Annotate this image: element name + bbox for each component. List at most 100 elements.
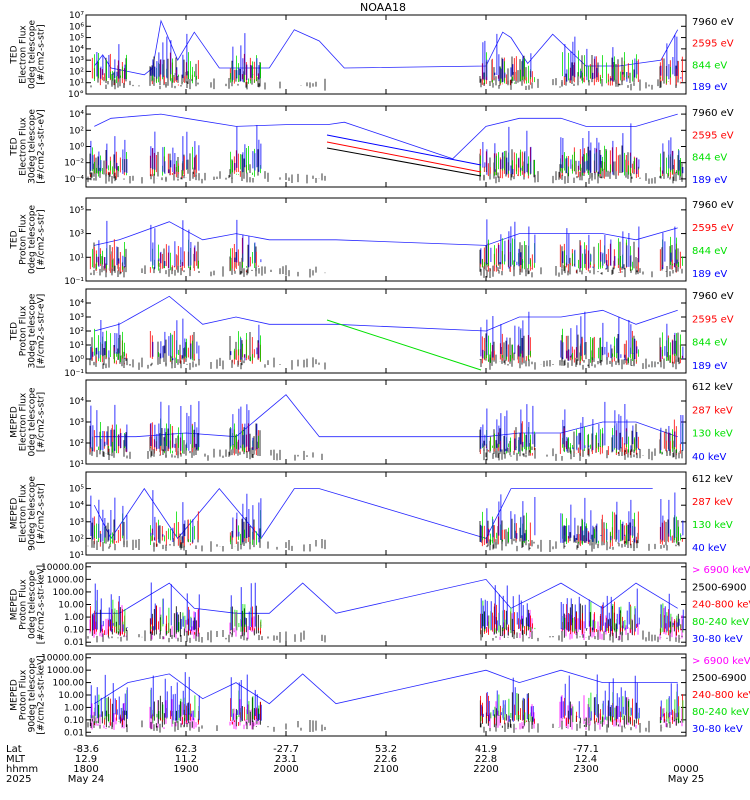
footer-mlt: 22.8 bbox=[475, 754, 497, 765]
legend-entry: 240-800 keV bbox=[692, 600, 750, 611]
y-tick-label: 10² bbox=[69, 439, 84, 449]
y-axis-label-line: TED bbox=[10, 45, 20, 64]
y-tick-label: 10² bbox=[69, 327, 84, 337]
y-axis-label-line: [#/cm2-s-str] bbox=[37, 209, 47, 269]
y-tick-label: 100.00 bbox=[53, 679, 85, 689]
panel-meped-e-90: 10¹ 10² 10³ 10⁴ 10⁵ MEPEDElectron Flux90deg t… bbox=[10, 471, 733, 561]
legend-entry: 80-240 keV bbox=[692, 707, 749, 718]
y-axis-label-line: MEPED bbox=[10, 589, 20, 621]
legend-entry: 30-80 keV bbox=[692, 634, 743, 645]
y-tick-label: 0.01 bbox=[64, 638, 84, 648]
legend-entry: 844 eV bbox=[692, 60, 727, 71]
footer-hhmm: 2200 bbox=[473, 764, 498, 775]
gap-interp-line bbox=[326, 134, 482, 166]
footer-mlt: 11.2 bbox=[175, 754, 197, 765]
legend-entry: 844 eV bbox=[692, 246, 727, 257]
y-axis-label-line: Electron Flux bbox=[19, 484, 29, 543]
chart-title: NOAA18 bbox=[360, 1, 406, 14]
y-tick-label: 10¹ bbox=[69, 551, 84, 561]
legend-entry: 240-800 keV bbox=[692, 690, 750, 701]
y-axis-label: TEDElectron Flux0deg telescope[#/cm2-s-s… bbox=[10, 20, 47, 90]
y-axis-label-line: MEPED bbox=[10, 406, 20, 438]
y-axis-label-line: [#/cm2-s-str-eV] bbox=[37, 109, 47, 184]
footer-lat: 53.2 bbox=[375, 744, 397, 755]
y-tick-label: 100.00 bbox=[53, 588, 85, 598]
panel-ted-p-30: 10⁻¹ 10⁰ 10¹ 10² 10³ 10⁴ TEDProton Flux30deg t… bbox=[10, 288, 734, 379]
y-axis-label-line: Proton Flux bbox=[19, 579, 29, 630]
y-tick-label: 10² bbox=[69, 126, 84, 136]
y-tick-label: 10⁻¹ bbox=[64, 369, 84, 379]
y-tick-label: 10000.00 bbox=[41, 563, 84, 573]
legend-entry: > 6900 keV bbox=[692, 656, 750, 667]
y-tick-label: 10⁰ bbox=[69, 143, 84, 153]
y-axis-label-line: [#/cm2-s-str] bbox=[37, 392, 47, 452]
legend-entry: 2500-6900 bbox=[692, 673, 747, 684]
y-tick-label: 10¹ bbox=[69, 460, 84, 470]
footer-label-lat: Lat bbox=[6, 744, 22, 755]
series-line-blue bbox=[94, 394, 678, 438]
y-axis-label-line: Electron Flux bbox=[19, 117, 29, 176]
y-tick-label: 0.10 bbox=[64, 626, 84, 636]
footer-mlt: 23.1 bbox=[275, 754, 297, 765]
y-axis-label: TEDElectron Flux30deg telescope[#/cm2-s-… bbox=[10, 109, 47, 184]
y-tick-label: 10¹ bbox=[69, 253, 84, 263]
y-axis-label-line: 30deg telescope bbox=[28, 109, 38, 184]
y-axis-label-line: TED bbox=[10, 322, 20, 341]
y-tick-label: 10⁵ bbox=[69, 485, 84, 495]
legend-entry: 2595 eV bbox=[692, 223, 734, 234]
y-tick-label: 10⁵ bbox=[69, 34, 84, 44]
y-axis-label-line: 90deg telescope bbox=[28, 657, 38, 732]
legend-entry: 7960 eV bbox=[692, 291, 734, 302]
legend-entry: 130 keV bbox=[692, 429, 733, 440]
y-tick-label: 10⁴ bbox=[69, 501, 84, 511]
y-axis-label-line: TED bbox=[10, 230, 20, 249]
legend-entry: 189 eV bbox=[692, 269, 727, 280]
y-tick-label: 10³ bbox=[69, 418, 84, 428]
y-tick-label: 0.01 bbox=[64, 728, 84, 738]
y-axis-label-line: Proton Flux bbox=[19, 669, 29, 720]
gap-interp-line bbox=[326, 319, 482, 371]
y-axis-label: MEPEDProton Flux90deg telescope[#/cm2-s-… bbox=[10, 655, 47, 734]
legend-entry: 7960 eV bbox=[692, 200, 734, 211]
footer-mlt: 12.4 bbox=[575, 754, 597, 765]
footer-lat: -83.6 bbox=[73, 744, 99, 755]
y-tick-label: 10¹ bbox=[69, 79, 84, 89]
y-axis-label-line: Electron Flux bbox=[19, 25, 29, 84]
y-tick-label: 10⁷ bbox=[69, 11, 84, 21]
panel-meped-p-0: 0.010.101.0010.00100.001000.0010000.00ME… bbox=[10, 562, 750, 648]
legend-entry: 2595 eV bbox=[692, 130, 734, 141]
legend-entry: 7960 eV bbox=[692, 17, 734, 28]
legend-entry: 287 keV bbox=[692, 405, 733, 416]
y-axis-label-line: 0deg telescope bbox=[28, 20, 38, 90]
panel-meped-p-90: 0.010.101.0010.00100.001000.0010000.00ME… bbox=[10, 653, 750, 738]
y-axis-label: MEPEDProton Flux0deg telescope[#/cm2-s-s… bbox=[10, 565, 47, 644]
y-axis-label: MEPEDElectron Flux90deg telescope[#/cm2-… bbox=[10, 476, 47, 551]
y-tick-label: 10⁴ bbox=[69, 299, 84, 309]
footer-mlt: 12.9 bbox=[75, 754, 97, 765]
legend-entry: 40 keV bbox=[692, 452, 726, 463]
y-axis-label: MEPEDElectron Flux0deg telescope[#/cm2-s… bbox=[10, 387, 47, 457]
y-tick-label: 10⁵ bbox=[69, 206, 84, 216]
y-tick-label: 10.00 bbox=[58, 601, 84, 611]
footer-lat: 41.9 bbox=[475, 744, 497, 755]
footer-label-year: 2025 bbox=[6, 774, 31, 785]
y-tick-label: 10.00 bbox=[58, 691, 84, 701]
y-tick-label: 10¹ bbox=[69, 341, 84, 351]
footer-hhmm: 1800 bbox=[73, 764, 98, 775]
y-tick-label: 1000.00 bbox=[47, 575, 84, 585]
y-tick-label: 0.10 bbox=[64, 716, 84, 726]
footer-lat: -27.7 bbox=[273, 744, 299, 755]
legend-entry: 130 keV bbox=[692, 520, 733, 531]
footer-date: May 25 bbox=[668, 774, 705, 785]
footer-label-mlt: MLT bbox=[6, 754, 26, 765]
legend-entry: 2595 eV bbox=[692, 39, 734, 50]
series-line-blue bbox=[94, 113, 678, 160]
y-axis-label-line: [#/cm2-s-str] bbox=[37, 24, 47, 84]
y-axis-label-line: Proton Flux bbox=[19, 214, 29, 265]
y-tick-label: 1.00 bbox=[64, 613, 84, 623]
y-tick-label: 10³ bbox=[69, 313, 84, 323]
y-tick-label: 1000.00 bbox=[47, 666, 84, 676]
y-tick-label: 10⁴ bbox=[69, 45, 84, 55]
